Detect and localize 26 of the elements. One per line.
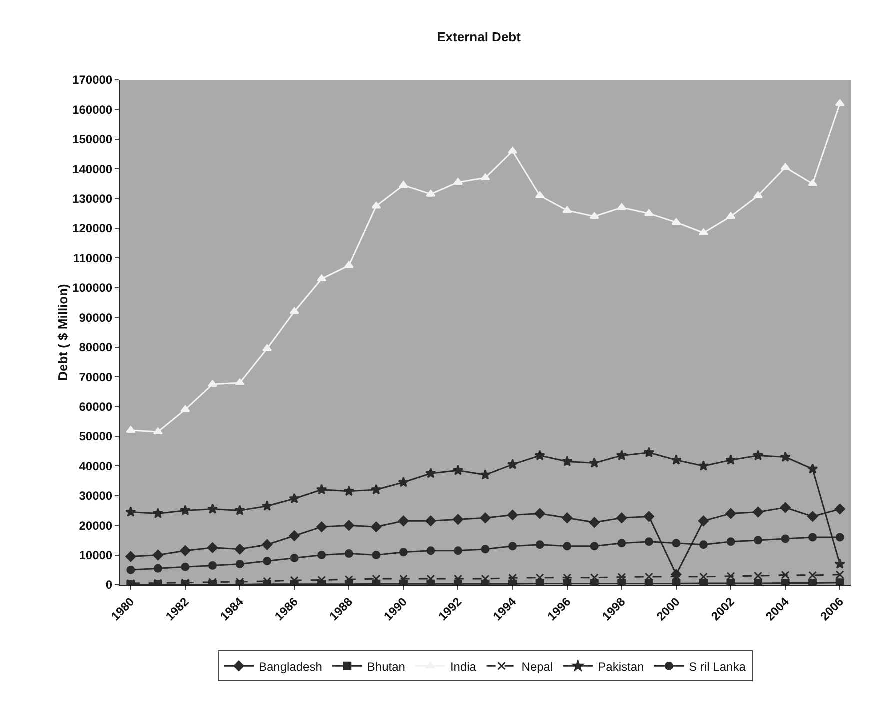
y-tick-label: 80000 [79, 340, 113, 355]
y-tick-label: 30000 [79, 489, 113, 504]
y-tick-label: 60000 [79, 400, 113, 414]
y-tick-label: 0 [106, 578, 113, 592]
chart-title: External Debt [437, 29, 522, 44]
y-tick-label: 110000 [73, 251, 113, 266]
y-tick-label: 90000 [79, 310, 113, 325]
y-axis-title: Debt ( $ Million) [56, 284, 71, 381]
y-tick-label: 120000 [72, 222, 113, 236]
y-tick-label: 70000 [79, 370, 113, 384]
y-tick-label: 130000 [72, 192, 113, 206]
legend-label: India [450, 660, 477, 674]
y-tick-label: 140000 [72, 162, 113, 176]
y-tick-label: 100000 [72, 281, 113, 296]
legend-label: Bhutan [367, 660, 406, 674]
y-tick-label: 10000 [79, 548, 113, 562]
y-tick-label: 170000 [72, 73, 113, 88]
legend-label: S ril Lanka [689, 660, 746, 674]
legend-label: Nepal [522, 660, 554, 674]
legend-label: Pakistan [598, 660, 644, 674]
legend-label: Bangladesh [259, 660, 322, 674]
y-tick-label: 20000 [79, 518, 113, 533]
y-tick-label: 50000 [79, 430, 113, 444]
y-tick-label: 150000 [72, 132, 113, 147]
y-tick-label: 160000 [72, 102, 113, 117]
y-tick-label: 40000 [79, 459, 113, 474]
